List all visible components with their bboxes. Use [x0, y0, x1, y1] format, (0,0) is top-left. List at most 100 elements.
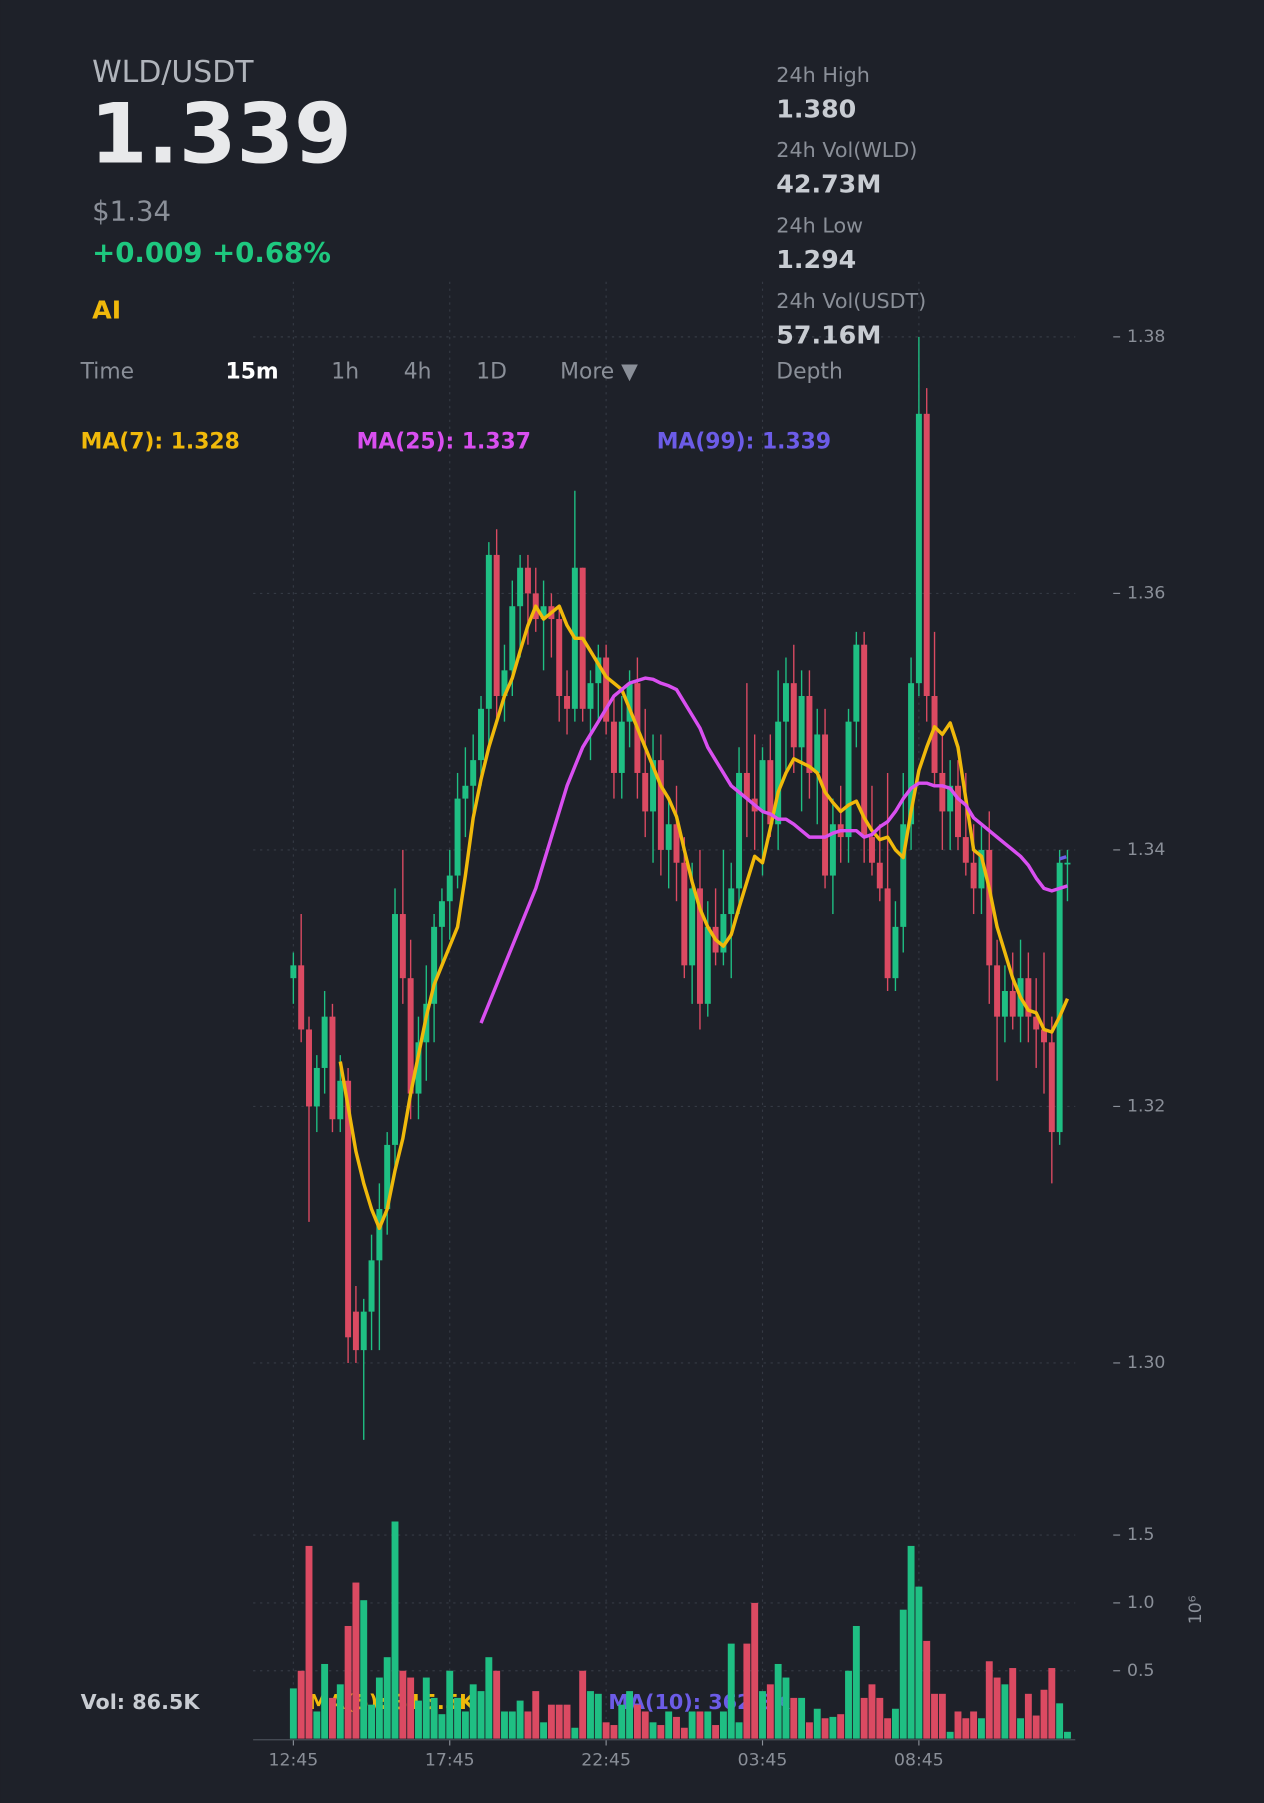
- volume-bar: [657, 1725, 665, 1739]
- candle-body: [642, 772, 649, 812]
- candle-body: [743, 772, 750, 799]
- volume-bar: [329, 1697, 336, 1739]
- tab[interactable]: 1D: [476, 360, 507, 385]
- volume-bar: [923, 1640, 931, 1739]
- candle-body: [900, 824, 907, 927]
- volume-bar: [391, 1521, 399, 1739]
- tab[interactable]: More ▼: [560, 360, 638, 385]
- stat-label: 24h Low: [776, 214, 863, 238]
- candle-body: [908, 683, 915, 825]
- candle-body: [978, 849, 985, 889]
- candle-body: [657, 760, 664, 850]
- candle-body: [704, 926, 711, 1004]
- tab[interactable]: Depth: [776, 360, 843, 385]
- volume-bar: [602, 1722, 610, 1739]
- candle-body: [767, 760, 774, 825]
- candle-body: [884, 888, 891, 979]
- tab[interactable]: 15m: [226, 360, 279, 385]
- volume-bar: [626, 1691, 634, 1739]
- candle-body: [595, 657, 602, 684]
- candle-body: [485, 554, 492, 709]
- volume-bar: [884, 1718, 892, 1739]
- volume-exponent: 10⁶: [1186, 1595, 1206, 1624]
- volume-bar: [837, 1714, 845, 1739]
- stat-label: 24h Vol(WLD): [776, 138, 917, 162]
- volume-bar: [899, 1609, 907, 1739]
- volume-bar: [368, 1704, 376, 1739]
- candle-body: [994, 965, 1001, 1017]
- candle-body: [321, 1016, 328, 1068]
- volume-bar: [1056, 1703, 1064, 1739]
- volume-bar: [719, 1711, 727, 1739]
- candle-body: [501, 670, 508, 696]
- candle-body: [814, 734, 821, 773]
- candle-body: [298, 965, 305, 1030]
- candle-body: [618, 721, 625, 773]
- volume-bar: [946, 1731, 954, 1739]
- volume-bar: [313, 1711, 321, 1739]
- candle-body: [313, 1067, 320, 1107]
- candle-body: [759, 760, 766, 812]
- x-tick-label: 03:45: [738, 1750, 788, 1770]
- volume-bar: [383, 1657, 391, 1739]
- volume-bar: [579, 1670, 587, 1739]
- volume-bar: [852, 1625, 860, 1739]
- tab[interactable]: 1h: [331, 360, 359, 385]
- candle-body: [540, 606, 547, 620]
- volume-bar: [649, 1722, 657, 1739]
- y-tick-label: 1.34: [1127, 840, 1165, 860]
- candle-body: [509, 606, 516, 671]
- tab[interactable]: 4h: [404, 360, 432, 385]
- candle-body: [407, 978, 414, 1094]
- candle-body: [345, 1080, 352, 1338]
- y-tick-label: 0.5: [1127, 1661, 1154, 1681]
- volume-bar: [321, 1663, 329, 1739]
- x-tick-label: 22:45: [581, 1750, 631, 1770]
- volume-bar: [759, 1691, 766, 1739]
- volume-bar: [712, 1725, 720, 1739]
- candle-body: [384, 1144, 391, 1210]
- volume-bar: [813, 1708, 821, 1739]
- volume-bar: [438, 1714, 446, 1739]
- candle-body: [790, 683, 797, 748]
- volume-bar: [774, 1663, 782, 1739]
- candle-body: [454, 798, 461, 876]
- candle-body: [478, 708, 485, 761]
- volume-bar: [641, 1711, 649, 1739]
- volume-bar: [735, 1722, 743, 1739]
- y-tick-label: 1.5: [1127, 1525, 1154, 1545]
- volume-bar: [336, 1684, 344, 1739]
- volume-bar: [970, 1711, 978, 1739]
- volume-bar: [461, 1711, 469, 1739]
- volume-bar: [422, 1677, 430, 1739]
- candle-body: [587, 683, 594, 709]
- ma-legend: MA(25): 1.337: [357, 430, 531, 455]
- volume-bar: [673, 1716, 680, 1739]
- volume-bar: [1064, 1731, 1071, 1739]
- candle-body: [1009, 990, 1016, 1017]
- candle-body: [517, 567, 524, 607]
- candle-body: [1001, 990, 1008, 1017]
- volume-bar: [821, 1718, 829, 1739]
- volume-bar: [782, 1677, 790, 1739]
- volume-bar: [805, 1722, 813, 1739]
- candle-body: [915, 413, 922, 684]
- candle-body: [1025, 978, 1032, 1017]
- candle-body: [564, 695, 571, 709]
- candle-body: [868, 837, 875, 863]
- price: 1.339: [90, 86, 352, 183]
- volume-bar: [540, 1722, 548, 1739]
- volume-bar: [297, 1670, 305, 1739]
- volume-bar: [790, 1697, 798, 1739]
- volume-bar: [477, 1691, 485, 1739]
- header: WLD/USDT 1.339 $1.34 +0.009 +0.68% AI 24…: [80, 55, 927, 455]
- volume-bar: [305, 1545, 313, 1739]
- candle-body: [720, 914, 727, 953]
- candle-body: [352, 1311, 359, 1351]
- candle-body: [368, 1260, 375, 1312]
- volume-bar: [1009, 1668, 1017, 1739]
- volume-bar: [344, 1625, 352, 1739]
- volume-bar: [618, 1704, 626, 1739]
- candle-body: [376, 1209, 383, 1261]
